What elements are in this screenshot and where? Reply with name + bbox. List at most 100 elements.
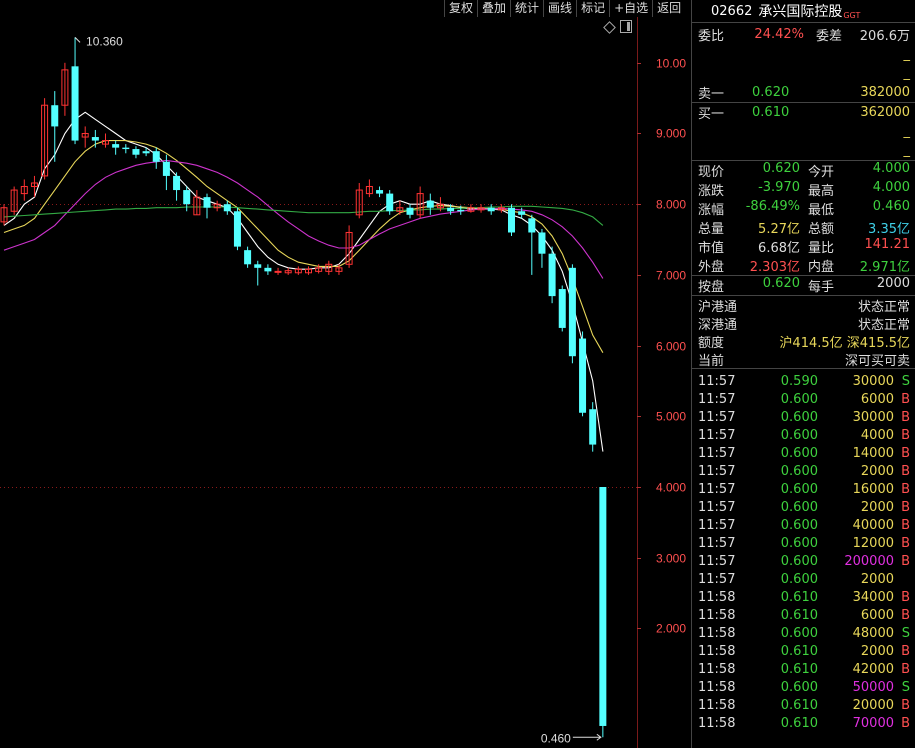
tick-list[interactable]: 11:57 0.590 30000 S 11:57 0.600 6000 B 11:57 0.60… xyxy=(692,368,915,732)
candle-body xyxy=(589,409,597,445)
orderbook-bid1: 买一 0.610 362000 xyxy=(692,102,915,122)
candlestick-chart[interactable]: 10.00 9.000 8.000 7.000 6.000 5.000 4.000 3.000… xyxy=(0,0,690,748)
y-tick-label: 7.000 xyxy=(656,269,686,283)
tick-price: 0.600 xyxy=(780,499,818,515)
candle-body xyxy=(264,267,272,272)
tick-time: 11:58 xyxy=(698,697,736,713)
candle-body xyxy=(518,211,526,215)
candle-body xyxy=(335,267,343,272)
quota-sz: 深415.5亿 xyxy=(846,335,910,351)
tick-side: B xyxy=(901,499,910,515)
quote-value: 2.971亿 xyxy=(859,260,910,275)
tick-volume: 2000 xyxy=(860,499,894,515)
tick-time: 11:58 xyxy=(698,607,736,623)
placeholder: _ xyxy=(903,124,911,139)
tick-time: 11:57 xyxy=(698,571,736,587)
bid-placeholder: _ xyxy=(692,141,915,160)
restore-rights-button[interactable]: 复权 xyxy=(444,0,478,17)
bid-placeholder: _ xyxy=(692,122,915,141)
candle-body xyxy=(0,207,8,223)
mark-button[interactable]: 标记 xyxy=(576,0,610,17)
quote-value: 141.21 xyxy=(864,237,911,252)
tick-price: 0.590 xyxy=(780,373,818,389)
tick-price: 0.600 xyxy=(780,445,818,461)
statistics-button[interactable]: 统计 xyxy=(510,0,544,17)
tick-volume: 70000 xyxy=(852,715,894,731)
tick-row: 11:57 0.600 2000 xyxy=(692,570,915,588)
candle-body xyxy=(396,207,404,212)
weibi-row: 委比 24.42% 委差 206.6万 xyxy=(692,22,915,45)
connect-label: 沪港通 xyxy=(698,299,738,315)
quote-label: 涨跌 xyxy=(698,184,725,199)
ma-line-3 xyxy=(3,205,604,226)
tick-price: 0.600 xyxy=(780,481,818,497)
tick-time: 11:57 xyxy=(698,481,736,497)
ask1-label: 卖一 xyxy=(698,87,725,102)
current-value: 深可买可卖 xyxy=(844,353,910,369)
candle-body xyxy=(254,264,262,268)
quota-row: 额度 沪414.5亿 深415.5亿 xyxy=(692,332,915,351)
tick-time: 11:57 xyxy=(698,517,736,533)
candle-body xyxy=(223,204,231,212)
tick-side: B xyxy=(901,553,910,569)
candle-body xyxy=(183,190,191,205)
quote-value: 0.620 xyxy=(762,161,800,176)
quota-label: 额度 xyxy=(698,335,725,351)
diamond-icon[interactable] xyxy=(603,21,616,34)
orderbook-ask1: 卖一 0.620 382000 xyxy=(692,83,915,102)
anpan-value: 0.620 xyxy=(762,276,800,291)
quote-label: 市值 xyxy=(698,241,725,256)
candle-body xyxy=(51,105,59,127)
low-marker xyxy=(572,733,602,741)
bid1-price: 0.610 xyxy=(752,105,790,120)
candle-body xyxy=(436,203,444,209)
anpan-label: 按盘 xyxy=(698,280,725,295)
y-tick-label: 8.000 xyxy=(656,198,686,212)
candle-body xyxy=(457,209,465,212)
tick-time: 11:57 xyxy=(698,535,736,551)
quote-label: 涨幅 xyxy=(698,203,725,218)
overlay-button[interactable]: 叠加 xyxy=(477,0,511,17)
tick-side: B xyxy=(901,427,910,443)
candle-body xyxy=(41,104,49,177)
tick-side: B xyxy=(901,445,910,461)
candle-body xyxy=(71,66,79,141)
tick-side: B xyxy=(901,463,910,479)
candle-body xyxy=(102,140,109,145)
weicha-label: 委差 xyxy=(816,28,843,44)
tick-volume: 34000 xyxy=(852,589,894,605)
tick-volume: 12000 xyxy=(852,535,894,551)
placeholder: _ xyxy=(903,47,911,62)
candle-body xyxy=(538,232,546,254)
window-toggle-icon[interactable] xyxy=(620,20,632,33)
candle-body xyxy=(274,270,282,273)
tick-volume: 2000 xyxy=(860,571,894,587)
tick-time: 11:57 xyxy=(698,499,736,515)
tick-side: B xyxy=(901,607,910,623)
tick-time: 11:57 xyxy=(698,427,736,443)
tick-time: 11:57 xyxy=(698,373,736,389)
tick-row: 11:57 0.590 30000 S xyxy=(692,372,915,390)
back-button[interactable]: 返回 xyxy=(652,0,686,17)
tick-price: 0.610 xyxy=(780,607,818,623)
draw-line-button[interactable]: 画线 xyxy=(543,0,577,17)
tick-price: 0.600 xyxy=(780,679,818,695)
weibi-label: 委比 xyxy=(698,28,725,44)
lot-size-value: 2000 xyxy=(876,276,910,291)
add-watchlist-button[interactable]: +自选 xyxy=(609,0,653,17)
candle-body xyxy=(213,203,221,209)
tick-price: 0.600 xyxy=(780,391,818,407)
tick-row: 11:58 0.610 6000 B xyxy=(692,606,915,624)
candle-body xyxy=(558,289,566,328)
tick-volume: 42000 xyxy=(852,661,894,677)
tick-side: B xyxy=(901,643,910,659)
ma-line-1 xyxy=(3,140,604,353)
quote-label: 最高 xyxy=(808,184,835,199)
tick-row: 11:57 0.600 16000 B xyxy=(692,480,915,498)
candle-body xyxy=(355,189,363,216)
candle-body xyxy=(467,207,475,212)
tick-volume: 14000 xyxy=(852,445,894,461)
tick-row: 11:57 0.600 40000 B xyxy=(692,516,915,534)
connect-block: 沪港通 状态正常 深港通 状态正常 额度 沪414.5亿 深415.5亿 当前 深可买可… xyxy=(692,295,915,369)
high-marker xyxy=(74,36,81,43)
